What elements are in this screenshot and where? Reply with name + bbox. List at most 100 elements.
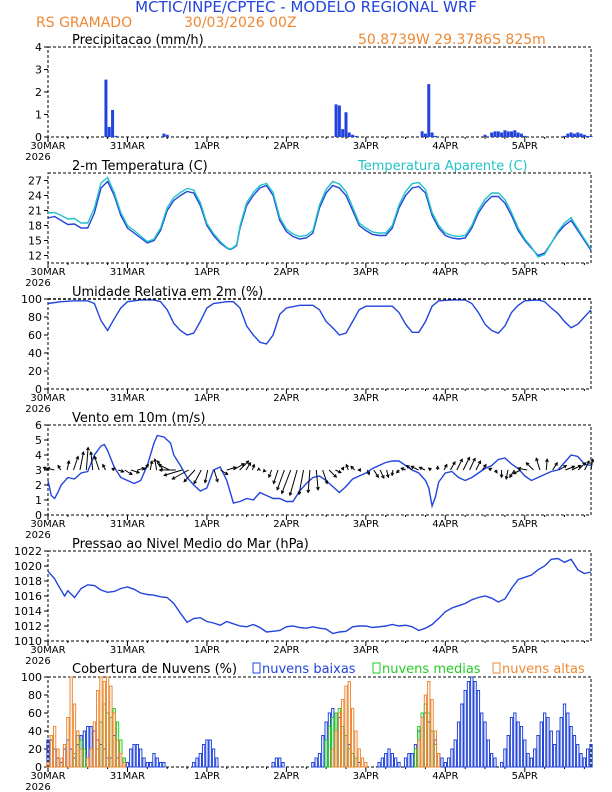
cloud-bar-nuvens-baixas [192,762,196,768]
wind-arrow-head [89,450,94,455]
precip-bar [513,130,517,137]
wind-arrow [79,451,85,471]
cloud-bar-nuvens-medias [82,748,87,768]
wind-ytick-label: 2 [35,479,42,492]
precip-bar [569,132,573,137]
wind-arrow-head [46,466,51,471]
precip-bar [579,133,583,137]
wind-arrow [373,469,379,478]
precip-ytick-label: 1 [35,109,42,122]
cloud-bar-nuvens-baixas [566,712,570,768]
wind-arrow-head [171,476,176,480]
cloud-bar-nuvens-baixas [506,735,510,768]
rh-title: Umidade Relativa em 2m (%) [72,285,263,300]
cloud-bar-nuvens-baixas [559,717,563,768]
cloud-bar-nuvens-baixas [205,739,209,768]
precip-bar [341,129,345,137]
precip-xtick-label: 3APR [353,141,379,152]
precip-xtick-label: 2APR [273,141,299,152]
cloud-bar-nuvens-baixas [509,717,514,768]
cloud-bar-nuvens-altas [112,712,116,768]
cloud-bar-nuvens-baixas [198,753,202,768]
cloud-bar-nuvens-baixas [158,762,163,768]
panel-precipitation: Precipitacao (mm/h) 0 1 2 3 4 30MAR 31MAR 1APR 2… [25,33,593,163]
cloud-bar-nuvens-baixas [145,762,149,768]
temp-xtick-label: 3APR [353,267,379,278]
wind-arrow [245,462,251,471]
cloud-bar-nuvens-baixas [579,753,583,768]
cloud-bar-nuvens-baixas [556,730,560,768]
wind-arrow [124,469,133,475]
cloud-bar-nuvens-baixas [572,735,577,768]
wind-arrow [475,460,481,471]
precip-xtick-label: 4APR [432,141,458,152]
cloud-bar-nuvens-baixas [195,757,199,768]
wind-arrow [66,460,70,471]
rh-ytick-label: 40 [28,347,42,360]
cloud-bar-nuvens-altas [420,717,424,768]
cloud-bar-nuvens-altas [427,681,431,768]
wind-arrow [164,469,183,476]
cloud-bar-nuvens-altas [66,717,70,768]
cloud-bar-nuvens-altas [354,730,358,768]
slp-ytick-label: 1010 [14,635,42,648]
cloud-bar-nuvens-altas [99,676,103,768]
temp-xtick-label: 2APR [273,267,299,278]
cloud-bar-nuvens-altas [79,748,83,768]
wind-arrow-head [157,460,161,465]
clouds-legend-high: nuvens altas [502,662,585,677]
cloud-bar-nuvens-altas [72,703,77,768]
cloud-bar-nuvens-baixas [314,757,318,768]
cloud-bar-nuvens-baixas [470,676,474,768]
cloud-bar-nuvens-baixas [129,748,133,768]
cloud-bar-nuvens-baixas [132,744,136,768]
wind-arrow-head [315,486,320,491]
wind-line-Velocidade [47,434,592,509]
cloud-bar-nuvens-baixas [562,703,567,768]
wind-arrow-head [350,465,355,470]
cloud-bar-nuvens-baixas [516,721,520,768]
wind-arrow-head [163,472,168,477]
wind-arrow [406,465,413,471]
cloud-bar-nuvens-altas [357,748,361,768]
wind-arrow [505,469,509,480]
cloud-bar-nuvens-baixas [155,757,159,768]
temp-xtick-label: 4APR [432,267,458,278]
clouds-xtick-label: 4APR [432,771,458,782]
cloud-bar-nuvens-altas [331,748,335,768]
cloud-bar-nuvens-baixas [503,748,507,768]
cloud-bar-nuvens-baixas [311,762,315,768]
precip-bar [420,131,424,137]
clouds-ytick-label: 0 [35,761,42,774]
wind-arrow-head [366,471,371,476]
cloud-bar-nuvens-baixas [407,753,411,768]
wind-arrow-head [256,467,261,472]
wind-arrow [158,464,170,471]
cloud-bar-nuvens-altas [89,748,93,768]
wind-year-label: 2026 [25,530,50,541]
wind-arrow [481,464,487,471]
wind-arrow [552,462,558,471]
wind-arrow-head [509,474,513,479]
wind-arrow [137,467,145,471]
rh-xtick-label: 3APR [353,393,379,404]
precip-xtick-label: 31MAR [110,141,145,152]
cloud-bar-nuvens-altas [437,753,441,768]
wind-arrow-head [381,475,385,480]
cloud-bar-nuvens-medias [413,748,418,768]
wind-arrow-head [345,463,349,468]
clouds-legend-mid: nuvens medias [382,662,481,677]
wind-ytick-label: 5 [35,434,42,447]
cloud-bar-nuvens-altas [49,735,53,768]
cloud-bar-nuvens-baixas [513,712,517,768]
clouds-ytick-label: 40 [28,725,42,738]
rh-frame [47,298,592,390]
wind-arrow-head [385,474,390,479]
wind-arrow-head [57,464,61,469]
wind-arrow [268,469,273,478]
cloud-bar-nuvens-altas [59,757,63,768]
cloud-bar-nuvens-baixas [390,753,394,768]
wind-arrow [462,457,470,471]
cloud-bar-nuvens-baixas [490,753,494,768]
cloud-bar-nuvens-baixas [473,681,477,768]
